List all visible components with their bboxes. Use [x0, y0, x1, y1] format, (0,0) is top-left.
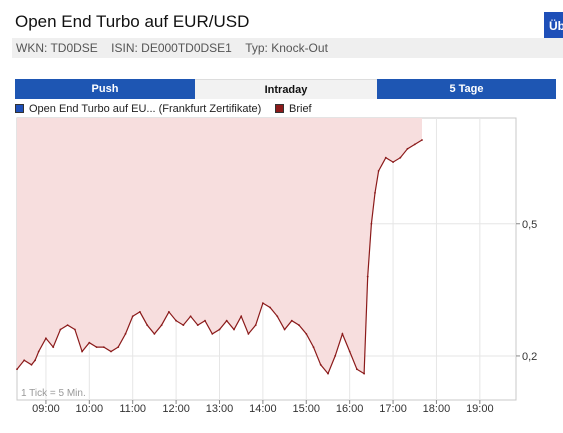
data-point	[384, 156, 387, 159]
data-point	[327, 372, 329, 375]
type-label: Typ: Knock-Out	[245, 41, 328, 55]
data-point	[124, 333, 127, 335]
data-point	[399, 156, 402, 159]
data-point	[117, 346, 120, 348]
data-point	[110, 350, 112, 353]
data-point	[240, 315, 243, 318]
x-tick-label: 18:00	[423, 403, 451, 415]
tab-5-tage[interactable]: 5 Tage	[377, 79, 556, 99]
data-point	[363, 372, 365, 375]
data-point	[269, 306, 271, 309]
x-tick-label: 14:00	[249, 403, 277, 415]
wkn-label: WKN: TD0DSE	[16, 41, 98, 55]
legend-swatch-instrument	[15, 104, 24, 113]
isin-label: ISIN: DE000TD0DSE1	[111, 41, 232, 55]
data-point	[377, 170, 380, 172]
data-point	[283, 328, 286, 331]
data-point	[218, 328, 221, 331]
data-point	[153, 333, 156, 335]
x-tick-label: 19:00	[466, 403, 494, 415]
data-point	[319, 363, 322, 366]
data-point	[182, 324, 185, 326]
data-point	[23, 359, 26, 362]
data-point	[175, 319, 178, 322]
data-point	[225, 319, 228, 322]
data-point	[298, 324, 300, 326]
data-point	[421, 139, 423, 141]
data-point	[305, 333, 308, 335]
series-line-brief	[16, 139, 423, 375]
data-point	[406, 147, 409, 150]
data-point	[16, 368, 18, 371]
x-tick-label: 10:00	[76, 403, 104, 415]
data-point	[348, 350, 351, 353]
timeframe-tabs: Push Intraday 5 Tage	[15, 79, 556, 99]
data-point	[290, 319, 293, 322]
data-point	[370, 222, 373, 225]
tab-intraday[interactable]: Intraday	[195, 79, 377, 99]
data-point	[59, 328, 62, 331]
x-tick-label: 11:00	[119, 403, 146, 415]
data-point	[374, 192, 376, 194]
data-point	[233, 328, 235, 331]
x-tick-label: 15:00	[293, 403, 321, 415]
data-point	[74, 328, 76, 331]
y-tick-label: 0,5	[522, 219, 537, 231]
data-point	[66, 324, 69, 326]
data-point	[81, 350, 83, 353]
data-point	[392, 161, 394, 164]
tab-push[interactable]: Push	[15, 79, 195, 99]
data-point	[37, 350, 40, 353]
data-point	[131, 315, 134, 318]
data-point	[276, 315, 279, 318]
series-area-brief	[17, 118, 422, 374]
x-tick-label: 12:00	[162, 403, 190, 415]
data-point	[366, 275, 369, 278]
page-title: Open End Turbo auf EUR/USD	[15, 12, 250, 31]
data-point	[196, 324, 199, 326]
data-point	[102, 346, 105, 348]
data-point	[247, 333, 250, 335]
data-point	[341, 333, 344, 335]
legend-item-brief: Brief	[275, 103, 312, 115]
x-tick-label: 13:00	[206, 403, 234, 415]
x-tick-label: 09:00	[32, 403, 60, 415]
data-point	[95, 346, 98, 348]
data-point	[189, 315, 192, 318]
data-point	[30, 363, 33, 366]
data-point	[34, 359, 36, 362]
data-point	[334, 355, 337, 357]
data-point	[168, 311, 170, 313]
y-tick-label: 0,2	[522, 351, 537, 363]
data-point	[146, 324, 149, 326]
data-point	[88, 341, 91, 344]
legend-item-instrument: Open End Turbo auf EU... (Frankfurt Zert…	[15, 103, 261, 115]
data-point	[160, 324, 163, 326]
legend-swatch-brief	[275, 104, 284, 113]
data-point	[356, 368, 358, 371]
data-point	[52, 346, 55, 348]
data-point	[211, 333, 214, 335]
data-point	[312, 346, 315, 348]
overview-button[interactable]: Übersicht	[544, 12, 563, 40]
data-point	[45, 337, 47, 340]
x-tick-label: 16:00	[336, 403, 364, 415]
x-tick-label: 17:00	[379, 403, 407, 415]
security-info-bar: WKN: TD0DSE ISIN: DE000TD0DSE1 Typ: Knoc…	[12, 38, 563, 58]
data-point	[413, 143, 416, 146]
data-point	[262, 302, 264, 304]
data-point	[254, 324, 257, 326]
tick-note: 1 Tick = 5 Min.	[21, 388, 86, 399]
legend-label-instrument: Open End Turbo auf EU... (Frankfurt Zert…	[29, 103, 262, 115]
data-point	[139, 311, 141, 313]
legend-label-brief: Brief	[289, 103, 312, 115]
data-point	[204, 319, 206, 322]
